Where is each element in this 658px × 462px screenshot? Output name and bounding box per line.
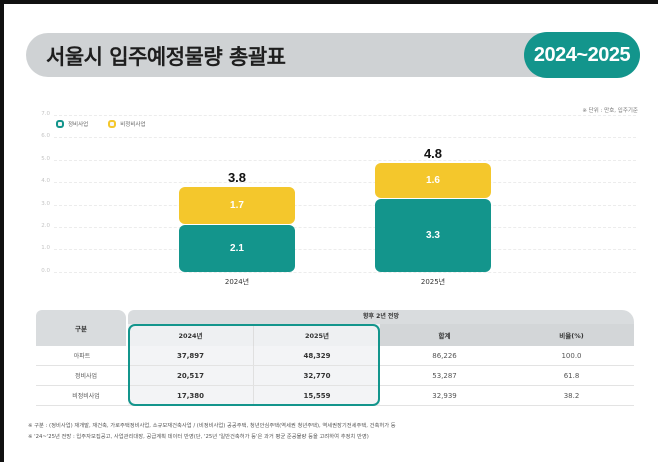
legend-item-jeongbi: 정비사업	[56, 120, 88, 128]
cell-total: 53,287	[432, 371, 457, 380]
gridline	[54, 115, 636, 116]
row-label: 정비사업	[74, 373, 98, 380]
unit-note: ※ 단위 : 만호, 입주기준	[582, 108, 638, 114]
bar-segment-bijeongbi-2025: 1.6	[375, 163, 491, 198]
legend-label: 비정비사업	[120, 122, 146, 128]
row-label: 아파트	[73, 353, 91, 360]
gridline	[54, 249, 636, 250]
bar-segment-jeongbi-2024: 2.1	[179, 225, 295, 272]
gridline	[54, 137, 636, 138]
footnotes: ※ 구분 : (정비사업) 재개발, 재건축, 가로주택정비사업, 소규모재건축…	[28, 421, 396, 443]
legend-swatch-teal-icon	[56, 120, 64, 128]
page-title: 서울시 입주예정물량 총괄표	[46, 45, 286, 69]
header-group-forecast: 향후 2년 전망	[128, 310, 634, 324]
y-tick: 4.0	[41, 178, 50, 184]
x-label-2025: 2025년	[420, 278, 446, 286]
bar-segment-bijeongbi-2024: 1.7	[179, 187, 295, 224]
bar-value: 3.3	[426, 230, 440, 241]
table-row: 비정비사업 17,380 15,559 32,939 38.2	[36, 386, 634, 406]
table-row: 정비사업 20,517 32,770 53,287 61.8	[36, 366, 634, 386]
gridline	[54, 160, 636, 161]
row-label: 비정비사업	[72, 393, 100, 400]
cell-ratio: 100.0	[561, 351, 582, 360]
cell-2025: 48,329	[254, 346, 380, 365]
legend-item-bijeongbi: 비정비사업	[108, 120, 146, 128]
header-row: 2024년 2025년 합계 비율(%)	[128, 324, 634, 346]
y-tick: 7.0	[41, 111, 50, 117]
gridline	[54, 205, 636, 206]
cell-total: 32,939	[432, 391, 457, 400]
legend-label: 정비사업	[68, 122, 89, 128]
bar-value: 1.6	[426, 175, 440, 186]
gridline	[54, 182, 636, 183]
gridline	[54, 272, 636, 273]
stacked-bar-chart: ※ 단위 : 만호, 입주기준 7.0 6.0 5.0 4.0 3.0 2.0 …	[4, 4, 658, 304]
gridline	[54, 227, 636, 228]
header-total: 합계	[438, 332, 451, 340]
title-bar: 서울시 입주예정물량 총괄표 2024~2025	[26, 32, 640, 78]
y-tick: 3.0	[41, 201, 50, 207]
footnote-classification: ※ 구분 : (정비사업) 재개발, 재건축, 가로주택정비사업, 소규모재건축…	[28, 423, 396, 429]
bar-segment-jeongbi-2025: 3.3	[375, 199, 491, 272]
cell-2024: 37,897	[128, 346, 254, 365]
legend-swatch-yellow-icon	[108, 120, 117, 128]
cell-2025: 15,559	[254, 386, 380, 405]
cell-total: 86,226	[432, 351, 457, 360]
header-ratio: 비율(%)	[559, 332, 584, 340]
cell-ratio: 61.8	[563, 371, 580, 380]
bar-total-2024: 3.8	[227, 170, 247, 185]
header-gubun: 구분	[36, 310, 126, 346]
header-2025: 2025년	[254, 324, 380, 346]
bar-value: 2.1	[230, 243, 244, 254]
footnote-forecast-source: ※ '24~'25년 전망 : 입주자모집공고, 사업관리대장, 공급계획 데이…	[28, 434, 369, 440]
header-2024: 2024년	[128, 324, 254, 346]
cell-2024: 17,380	[128, 386, 254, 405]
x-label-2024: 2024년	[224, 278, 250, 286]
y-tick: 6.0	[41, 133, 50, 139]
y-tick: 5.0	[41, 156, 50, 162]
bar-value: 1.7	[230, 200, 244, 211]
y-tick: 1.0	[41, 245, 50, 251]
y-tick: 2.0	[41, 223, 50, 229]
chart-legend: 정비사업 비정비사업	[56, 120, 146, 128]
cell-ratio: 38.2	[563, 391, 580, 400]
cell-2025: 32,770	[254, 366, 380, 385]
period-badge: 2024~2025	[524, 32, 640, 78]
table-row: 아파트 37,897 48,329 86,226 100.0	[36, 346, 634, 366]
cell-2024: 20,517	[128, 366, 254, 385]
bar-total-2025: 4.8	[423, 146, 443, 161]
y-tick: 0.0	[41, 268, 50, 274]
